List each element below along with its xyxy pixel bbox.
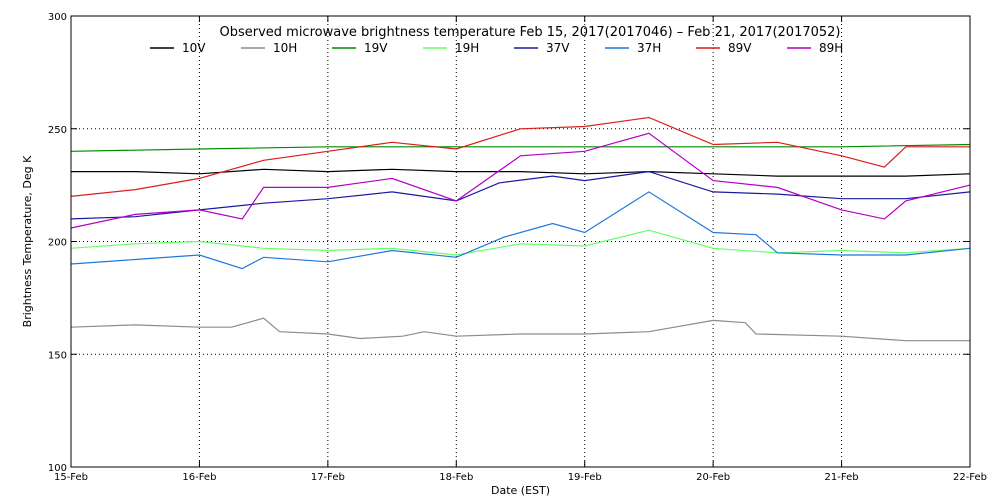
x-axis-label: Date (EST)	[491, 484, 550, 497]
series-line-89h	[70, 132, 971, 229]
legend-label: 19V	[364, 41, 388, 55]
x-tick-label: 21-Feb	[825, 472, 859, 483]
x-tick-label: 19-Feb	[568, 472, 602, 483]
x-tick-label: 20-Feb	[696, 472, 730, 483]
series-group	[70, 116, 971, 342]
chart-title: Observed microwave brightness temperatur…	[219, 25, 840, 40]
series-line-37v	[70, 170, 971, 220]
y-axis-label: Brightness Temperature, Deg K	[21, 155, 34, 327]
series-line-19v	[70, 143, 971, 152]
series-line-10h	[70, 317, 970, 342]
y-tick-label: 250	[48, 125, 67, 136]
x-tick-label: 17-Feb	[311, 472, 345, 483]
series-line-37h	[70, 191, 971, 270]
y-tick-label: 300	[48, 12, 67, 23]
legend-label: 37V	[546, 41, 570, 55]
y-tick-label: 200	[48, 238, 67, 249]
x-tick-label: 22-Feb	[953, 472, 987, 483]
x-tick-label: 15-Feb	[54, 472, 88, 483]
legend: 10V 10H 19V 19H 37V 37H 89V 89H	[150, 41, 843, 55]
ticks: 100 150 200 250 300 15-Feb 16-Feb 17-Feb 18-Feb 1…	[48, 12, 987, 483]
legend-label: 37H	[637, 41, 661, 55]
series-line-89v	[70, 116, 970, 197]
y-tick-label: 100	[48, 463, 67, 474]
x-tick-label: 16-Feb	[182, 472, 216, 483]
series-line-19h	[70, 229, 971, 256]
legend-label: 10H	[273, 41, 297, 55]
legend-label: 10V	[182, 41, 206, 55]
legend-label: 19H	[455, 41, 479, 55]
legend-label: 89H	[819, 41, 843, 55]
x-tick-label: 18-Feb	[439, 472, 473, 483]
legend-label: 89V	[728, 41, 752, 55]
y-tick-label: 150	[48, 350, 67, 361]
